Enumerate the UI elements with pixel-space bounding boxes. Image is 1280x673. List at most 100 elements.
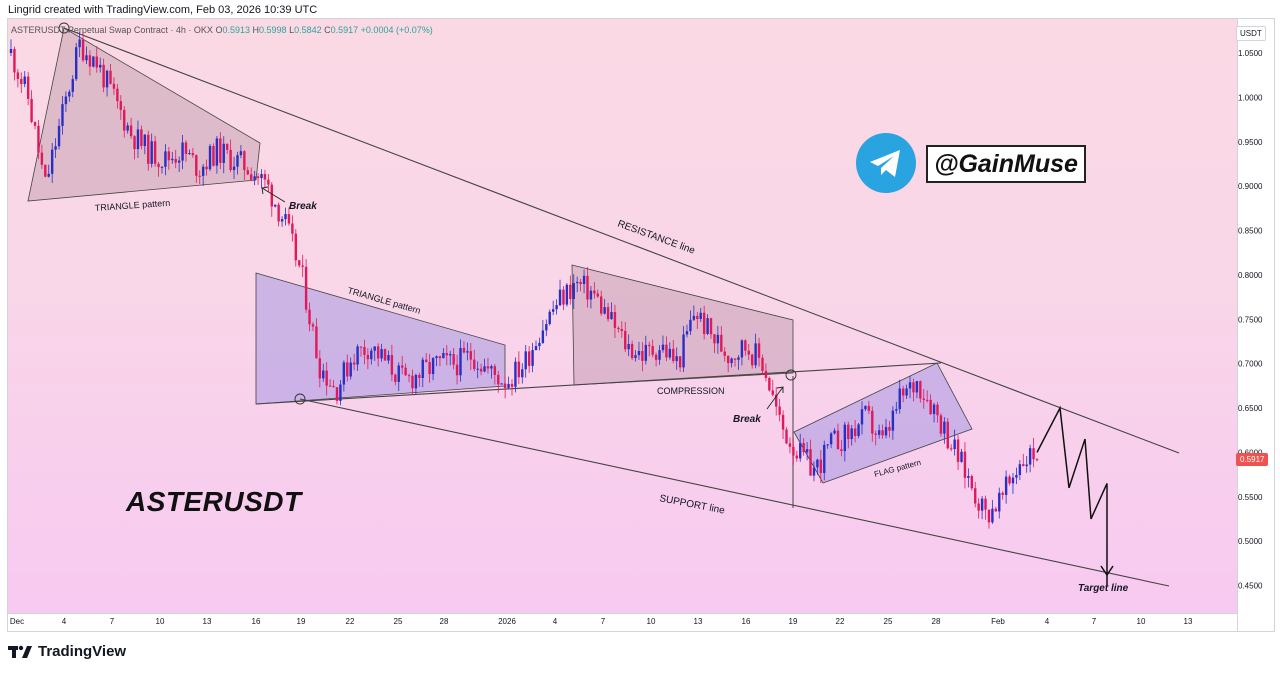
candle-body [579,281,582,285]
candle-body [449,354,452,356]
candle-body [956,439,960,462]
candle-body [236,155,239,167]
candle-body [13,49,16,73]
time-axis[interactable] [8,613,1237,631]
candle-body [867,405,871,411]
candle-body [171,158,174,161]
candle-body [246,170,249,175]
candle-body [205,166,208,170]
symbol-legend[interactable]: ASTERUSDT Perpetual Swap Contract · 4h ·… [11,25,433,35]
ohlc-open-label: O [215,25,223,35]
candle-body [123,109,126,131]
candle-body [150,141,153,164]
time-tick-label: Feb [991,617,1005,626]
time-tick-label: Dec [10,617,24,626]
plot-area[interactable] [8,19,1237,613]
candle-body [476,368,479,370]
break-arrow-1-head [261,186,269,195]
candle-body [1001,492,1004,495]
candle-body [195,155,198,176]
candle-body [95,56,98,68]
candle-body [531,350,534,366]
tradingview-logo[interactable]: TradingView [8,643,126,660]
chart-drawings: 1.0500 1.0000 0.9500 0.9000 0.8500 0.8000 0.75… [9,22,1263,626]
candle-body [603,307,606,314]
chart-frame[interactable]: ASTERUSDT Perpetual Swap Contract · 4h ·… [7,18,1275,632]
candle-body [383,349,387,361]
ohlc-high: 0.5998 [259,25,287,35]
time-tick-label: 22 [836,617,845,626]
candle-body [840,449,843,451]
price-axis[interactable] [1237,19,1274,631]
candle-body [215,138,219,166]
candle-body [891,410,895,431]
candle-body [1008,476,1011,484]
candle-body [648,344,651,347]
candle-body [871,410,874,434]
candle-body [490,366,493,369]
candle-body [473,359,476,369]
candle-body [256,176,260,179]
candle-body [105,70,109,88]
candle-body [740,340,744,358]
candle-body [497,374,500,385]
candle-body [888,427,891,431]
price-tick-label: 0.5000 [1238,537,1263,546]
candle-body [624,330,627,350]
candle-body [620,329,623,331]
candle-body [761,357,764,371]
candle-body [109,70,112,84]
candle-body [939,415,943,434]
label-support-line: SUPPORT line [658,493,726,517]
candle-body [147,134,150,164]
time-tick-label: 22 [346,617,355,626]
time-tick-label: 13 [203,617,212,626]
candle-body [702,312,706,334]
candle-body [819,459,823,473]
candle-body [932,404,936,415]
candle-body [754,343,757,366]
candle-body [298,260,301,266]
candle-body [201,166,205,176]
triangle-pattern-1 [27,27,261,202]
candle-body [507,383,510,388]
candle-body [435,356,438,359]
ohlc-change: +0.0004 (+0.07%) [360,25,433,35]
candle-body [469,351,473,360]
candle-body [847,424,850,440]
label-target-line: Target line [1078,583,1129,594]
candle-body [692,315,696,320]
candle-body [64,96,68,105]
projection-path [1036,405,1108,586]
candle-body [177,160,181,163]
candle-body [342,362,346,385]
candle-body [545,324,548,331]
price-tick-label: 0.8000 [1238,271,1263,280]
candle-body [311,324,315,327]
candle-body [356,346,359,365]
candle-body [922,398,925,400]
candle-body [359,346,363,348]
candle-body [665,344,668,358]
tradingview-logo-icon [8,645,32,658]
candle-body [40,152,44,165]
candle-body [455,364,459,376]
candle-body [503,383,507,388]
candle-body [829,433,833,445]
candle-body [366,354,370,360]
ticker-label: ASTERUSDT [126,486,302,517]
candle-body [284,214,287,220]
currency-button[interactable]: USDT [1236,26,1266,41]
candle-body [438,356,442,359]
projection-arrowhead [1100,565,1114,577]
candle-body [376,346,380,359]
candle-body [352,362,356,365]
candle-body [960,451,963,462]
candle-body [675,356,678,362]
pivot-circle [785,369,797,381]
candle-body [112,83,116,89]
candle-body [877,430,881,435]
candle-body [551,309,555,312]
candle-body [44,164,47,177]
ohlc-low: 0.5842 [294,25,322,35]
